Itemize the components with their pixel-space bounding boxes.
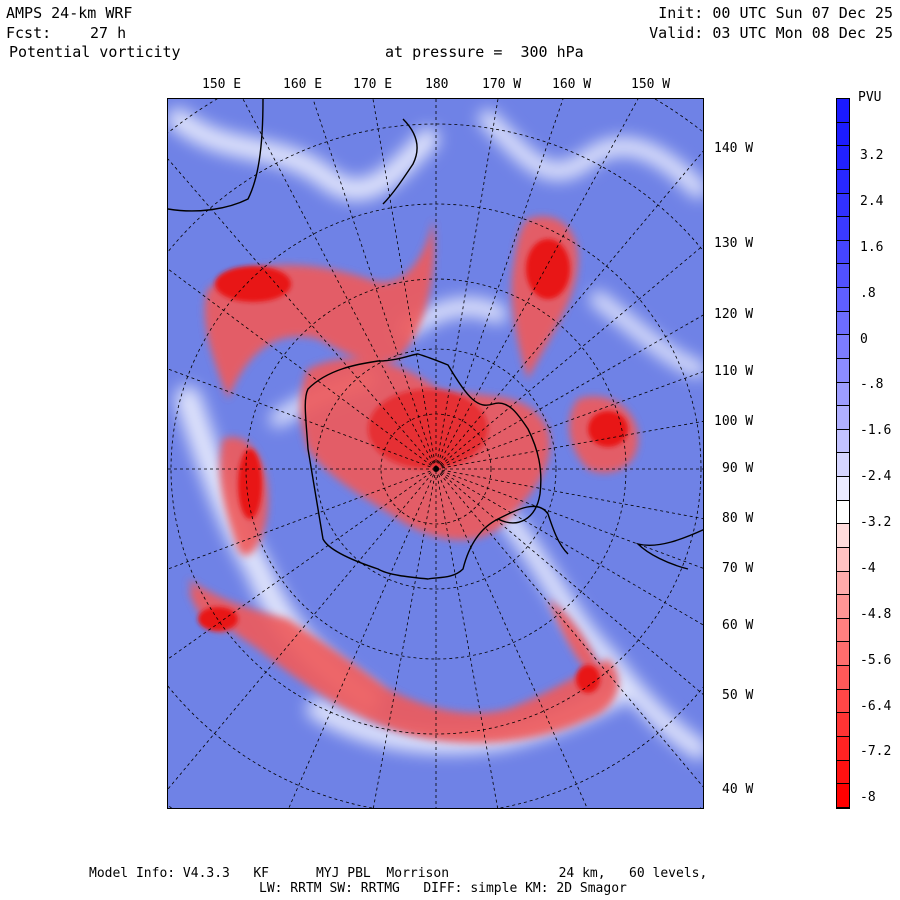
colorbar-segment xyxy=(837,288,849,312)
legend-label: -8 xyxy=(860,790,876,805)
colorbar-segment xyxy=(837,406,849,430)
colorbar-segment xyxy=(837,689,849,714)
antarctica-coast xyxy=(304,353,542,580)
colorbar-segment xyxy=(837,311,849,336)
colorbar-segment xyxy=(837,264,849,288)
lon-label-top: 170 W xyxy=(482,77,522,92)
coastlines xyxy=(168,99,703,580)
legend-label: -4 xyxy=(860,561,876,576)
forecast-hour: 27 h xyxy=(90,24,127,42)
colorbar-segment xyxy=(837,736,849,761)
legend-label: -7.2 xyxy=(860,744,892,759)
colorbar-segment xyxy=(837,335,849,359)
legend-label: -.8 xyxy=(860,377,884,392)
forecast-label: Fcst: xyxy=(6,24,52,42)
model-info-line1: Model Info: V4.3.3 KF MYJ PBL Morrison 2… xyxy=(89,866,708,881)
colorbar-segment xyxy=(837,453,849,477)
lon-label-right: 120 W xyxy=(714,307,754,322)
colorbar-segment xyxy=(837,382,849,407)
legend-label: -5.6 xyxy=(860,653,892,668)
colorbar-segment xyxy=(837,429,849,454)
init-time: Init: 00 UTC Sun 07 Dec 25 xyxy=(658,4,893,22)
colorbar-segment xyxy=(837,358,849,383)
pv-map xyxy=(168,99,703,808)
legend-label: 1.6 xyxy=(860,240,884,255)
new-zealand-coast xyxy=(382,118,418,205)
colorbar-segment xyxy=(837,477,849,501)
colorbar-segment xyxy=(837,760,849,785)
australia-coast xyxy=(168,99,264,212)
valid-time: Valid: 03 UTC Mon 08 Dec 25 xyxy=(649,24,893,42)
lon-label-right: 40 W xyxy=(722,782,754,797)
colorbar-segment xyxy=(837,240,849,265)
pv-colorbar xyxy=(836,98,850,809)
colorbar-segment xyxy=(837,99,849,123)
colorbar-segment xyxy=(837,547,849,572)
legend-label: -3.2 xyxy=(860,515,892,530)
lon-label-right: 80 W xyxy=(722,511,754,526)
antarctic-peninsula-coast xyxy=(497,505,569,555)
lon-label-top: 150 W xyxy=(631,77,671,92)
legend-label: -1.6 xyxy=(860,423,892,438)
lon-label-right: 140 W xyxy=(714,141,754,156)
lon-label-top: 180 xyxy=(425,77,449,92)
colorbar-segment xyxy=(837,713,849,737)
model-info-line2: LW: RRTM SW: RRTMG DIFF: simple KM: 2D S… xyxy=(259,881,627,896)
colorbar-segment xyxy=(837,146,849,170)
lon-label-right: 70 W xyxy=(722,561,754,576)
lon-label-right: 60 W xyxy=(722,618,754,633)
legend-label: 3.2 xyxy=(860,148,884,163)
legend-label: -6.4 xyxy=(860,699,892,714)
legend-label: -2.4 xyxy=(860,469,892,484)
colorbar-segment xyxy=(837,642,849,666)
lon-label-right: 100 W xyxy=(714,414,754,429)
pv-red-cores xyxy=(198,239,628,693)
colorbar-segment xyxy=(837,571,849,596)
lon-label-top: 160 W xyxy=(552,77,592,92)
lon-label-right: 90 W xyxy=(722,461,754,476)
lon-label-top: 170 E xyxy=(353,77,393,92)
colorbar-segment xyxy=(837,193,849,218)
colorbar-segment xyxy=(837,217,849,241)
legend-units: PVU xyxy=(858,90,882,105)
lon-label-top: 160 E xyxy=(283,77,323,92)
legend-label: 0 xyxy=(860,332,868,347)
field-name: Potential vorticity xyxy=(9,43,181,61)
south-america-coast xyxy=(635,529,703,570)
colorbar-segment xyxy=(837,666,849,690)
colorbar-segment xyxy=(837,784,849,808)
colorbar-segment xyxy=(837,524,849,548)
legend-label: -4.8 xyxy=(860,607,892,622)
pv-map-panel xyxy=(167,98,704,809)
graticule xyxy=(168,99,703,808)
lon-label-right: 130 W xyxy=(714,236,754,251)
model-title: AMPS 24-km WRF xyxy=(6,4,133,22)
pressure-level: at pressure = 300 hPa xyxy=(385,43,584,61)
colorbar-segment xyxy=(837,169,849,194)
lon-label-right: 50 W xyxy=(722,688,754,703)
colorbar-segment xyxy=(837,618,849,643)
colorbar-segment xyxy=(837,595,849,619)
colorbar-segment xyxy=(837,500,849,525)
legend-label: .8 xyxy=(860,286,876,301)
colorbar-segment xyxy=(837,122,849,147)
legend-label: 2.4 xyxy=(860,194,884,209)
lon-label-right: 110 W xyxy=(714,364,754,379)
lon-label-top: 150 E xyxy=(202,77,242,92)
